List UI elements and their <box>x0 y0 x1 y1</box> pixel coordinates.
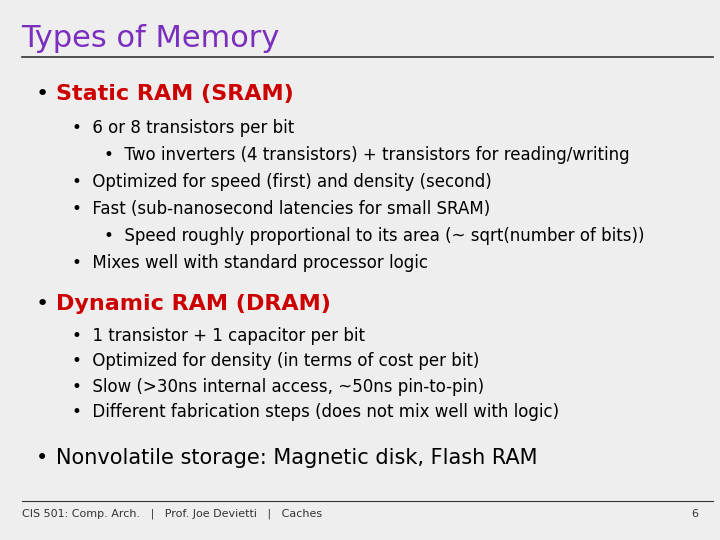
Text: Dynamic RAM (DRAM): Dynamic RAM (DRAM) <box>56 294 331 314</box>
Text: •  Two inverters (4 transistors) + transistors for reading/writing: • Two inverters (4 transistors) + transi… <box>104 146 630 164</box>
Text: •  Optimized for density (in terms of cost per bit): • Optimized for density (in terms of cos… <box>72 352 480 370</box>
Text: •: • <box>36 84 49 104</box>
Text: Types of Memory: Types of Memory <box>22 24 280 53</box>
Text: •  1 transistor + 1 capacitor per bit: • 1 transistor + 1 capacitor per bit <box>72 327 365 345</box>
Text: 6: 6 <box>691 509 698 519</box>
Text: CIS 501: Comp. Arch.   |   Prof. Joe Devietti   |   Caches: CIS 501: Comp. Arch. | Prof. Joe Deviett… <box>22 509 322 519</box>
Text: •: • <box>36 448 48 468</box>
Text: •: • <box>36 294 49 314</box>
Text: •  6 or 8 transistors per bit: • 6 or 8 transistors per bit <box>72 119 294 137</box>
Text: Nonvolatile storage: Magnetic disk, Flash RAM: Nonvolatile storage: Magnetic disk, Flas… <box>56 448 538 468</box>
Text: •  Mixes well with standard processor logic: • Mixes well with standard processor log… <box>72 254 428 272</box>
Text: •  Optimized for speed (first) and density (second): • Optimized for speed (first) and densit… <box>72 173 492 191</box>
Text: •  Different fabrication steps (does not mix well with logic): • Different fabrication steps (does not … <box>72 403 559 421</box>
Text: •  Slow (>30ns internal access, ~50ns pin-to-pin): • Slow (>30ns internal access, ~50ns pin… <box>72 378 484 396</box>
Text: Static RAM (SRAM): Static RAM (SRAM) <box>56 84 294 104</box>
Text: •  Fast (sub-nanosecond latencies for small SRAM): • Fast (sub-nanosecond latencies for sma… <box>72 200 490 218</box>
Text: •  Speed roughly proportional to its area (~ sqrt(number of bits)): • Speed roughly proportional to its area… <box>104 227 645 245</box>
